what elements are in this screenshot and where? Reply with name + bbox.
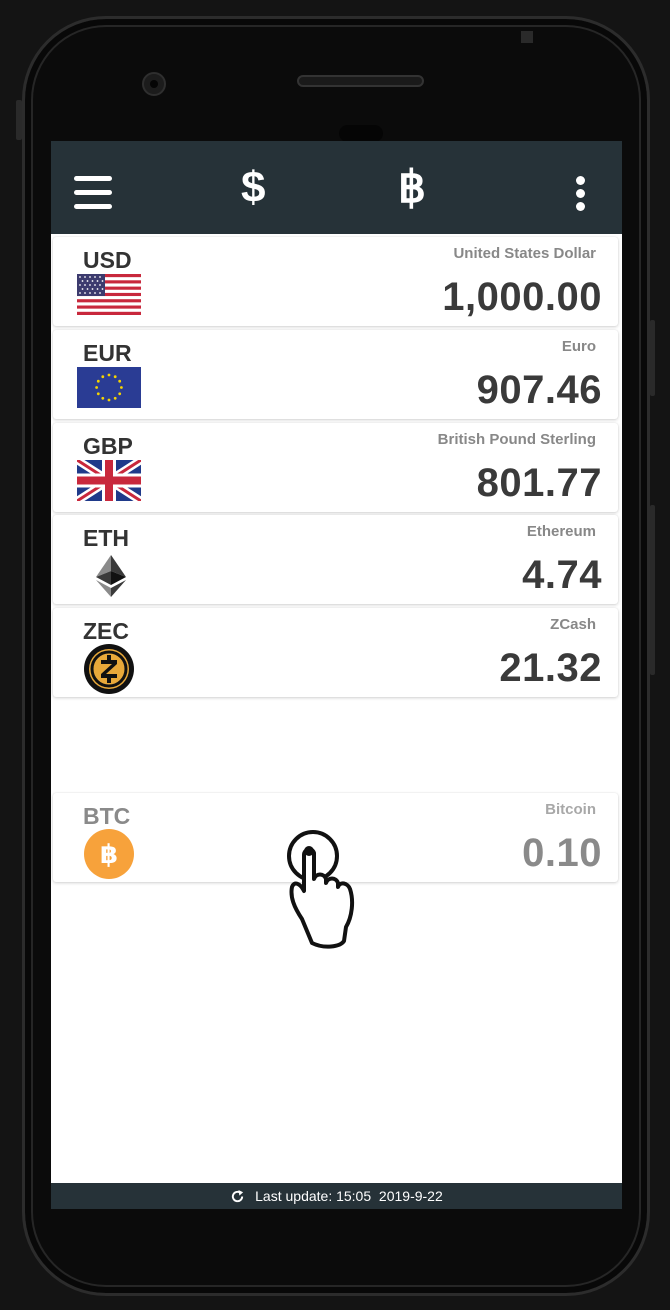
currency-amount[interactable]: 21.32: [499, 646, 602, 690]
currency-name: Ethereum: [526, 523, 596, 540]
currency-amount[interactable]: 0.10: [522, 831, 602, 875]
currency-name: Euro: [561, 338, 596, 355]
last-update-date: 2019-9-22: [378, 1187, 443, 1204]
us-flag-icon: [77, 274, 141, 315]
phone-top-seam: [521, 31, 533, 43]
bitcoin-icon: ฿: [83, 829, 135, 879]
kebab-menu-icon[interactable]: [574, 176, 586, 212]
crypto-currency-tab[interactable]: ฿: [398, 163, 426, 212]
refresh-icon: [232, 1189, 244, 1202]
volume-button: [650, 320, 655, 396]
currency-code: ETH: [83, 525, 129, 551]
currency-code: ZEC: [83, 618, 129, 644]
uk-flag-icon: [74, 456, 144, 505]
app-toolbar: $ ฿: [51, 141, 622, 234]
currency-row-usd[interactable]: USD United States D: [53, 237, 618, 326]
currency-amount[interactable]: 1,000.00: [442, 275, 602, 319]
front-camera: [142, 72, 166, 96]
currency-code: EUR: [83, 340, 132, 366]
last-update-bar: Last update: 15:05 2019-9-22: [51, 1183, 622, 1209]
currency-name: Bitcoin: [545, 801, 596, 818]
currency-code: BTC: [83, 803, 131, 829]
currency-row-zec[interactable]: ZEC ZCash 21.32: [53, 608, 618, 697]
hamburger-menu-icon[interactable]: [74, 176, 112, 210]
app-screen: $ ฿ USD: [51, 141, 622, 1209]
side-switch: [16, 100, 22, 140]
currency-code: USD: [83, 247, 132, 273]
currency-name: British Pound Sterling: [437, 431, 596, 448]
power-button: [650, 505, 655, 675]
currency-row-gbp[interactable]: GBP British Pound Sterling 801.77: [53, 423, 618, 512]
currency-amount[interactable]: 801.77: [476, 461, 602, 505]
proximity-sensor: [339, 125, 383, 142]
fiat-currency-tab[interactable]: $: [241, 163, 266, 212]
currency-row-eur[interactable]: EUR Euro 907.46: [53, 330, 618, 419]
eu-flag-icon: [77, 367, 141, 408]
last-update-time: 15:05: [336, 1187, 372, 1204]
ethereum-icon: [91, 553, 131, 599]
currency-code: GBP: [83, 433, 133, 459]
currency-row-eth[interactable]: ETH Ethereum 4.74: [53, 515, 618, 604]
svg-text:฿: ฿: [100, 840, 118, 870]
zcash-icon: [83, 643, 135, 695]
currency-name: ZCash: [550, 616, 596, 633]
currency-amount[interactable]: 907.46: [476, 368, 602, 412]
last-update-label: Last update:: [255, 1187, 333, 1204]
hand-pointer-icon: [280, 829, 370, 957]
currency-amount[interactable]: 4.74: [522, 553, 602, 597]
currency-name: United States Dollar: [453, 245, 596, 262]
earpiece-speaker: [297, 75, 424, 87]
